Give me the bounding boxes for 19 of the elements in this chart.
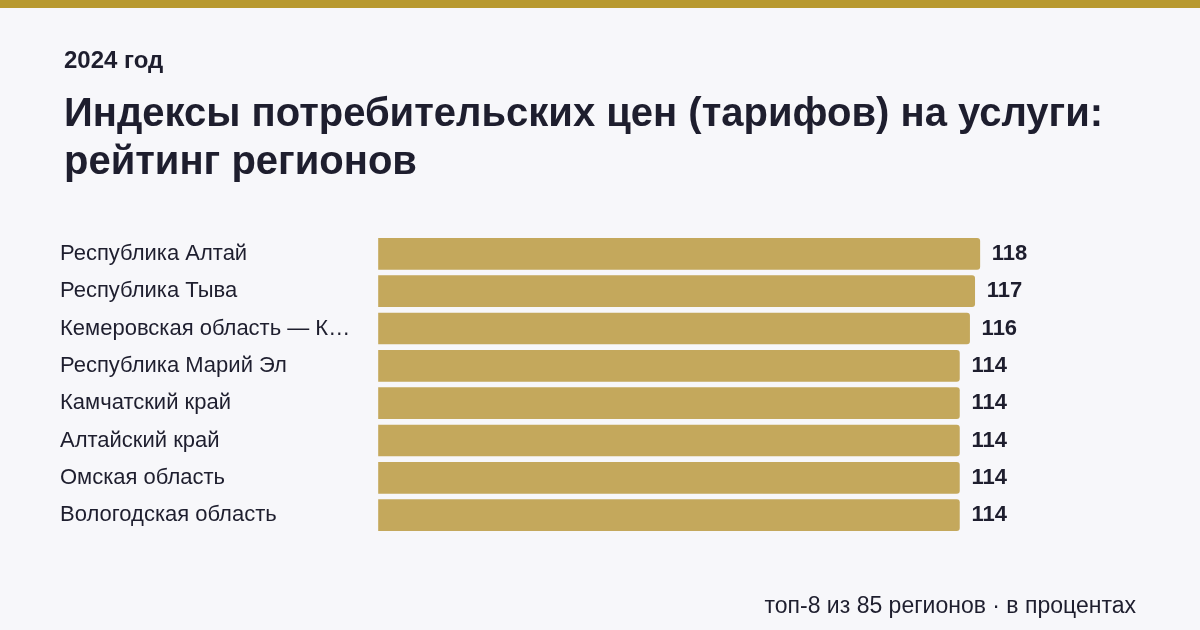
data-label: 114 (971, 501, 1008, 527)
data-label: 114 (971, 463, 1008, 489)
text: 2024 год (64, 46, 164, 74)
data-label: 114 (971, 351, 1008, 377)
y-tick-label: Алтайский край (60, 426, 220, 452)
y-tick-label: Республика Тыва (60, 277, 239, 303)
y-tick-label: Республика Марий Эл (60, 351, 287, 377)
data-label: 116 (981, 314, 1018, 340)
data-label: 117 (986, 277, 1023, 303)
chart-title: Индексы потребительских цен (тарифов) на услуги: рейтинг регионов (64, 89, 1105, 184)
data-label: 114 (971, 389, 1008, 415)
y-tick-label: Кемеровская область — К… (60, 314, 351, 340)
y-tick-label: Вологодская область (60, 501, 277, 527)
data-label: 114 (971, 426, 1008, 452)
y-tick-label: Республика Алтай (60, 239, 248, 265)
text: топ-8 из 85 регионов · в процентах (764, 592, 1136, 619)
y-tick-label: Камчатский край (60, 389, 231, 415)
data-label: 118 (991, 239, 1028, 265)
y-tick-label: Омская область (60, 463, 226, 489)
